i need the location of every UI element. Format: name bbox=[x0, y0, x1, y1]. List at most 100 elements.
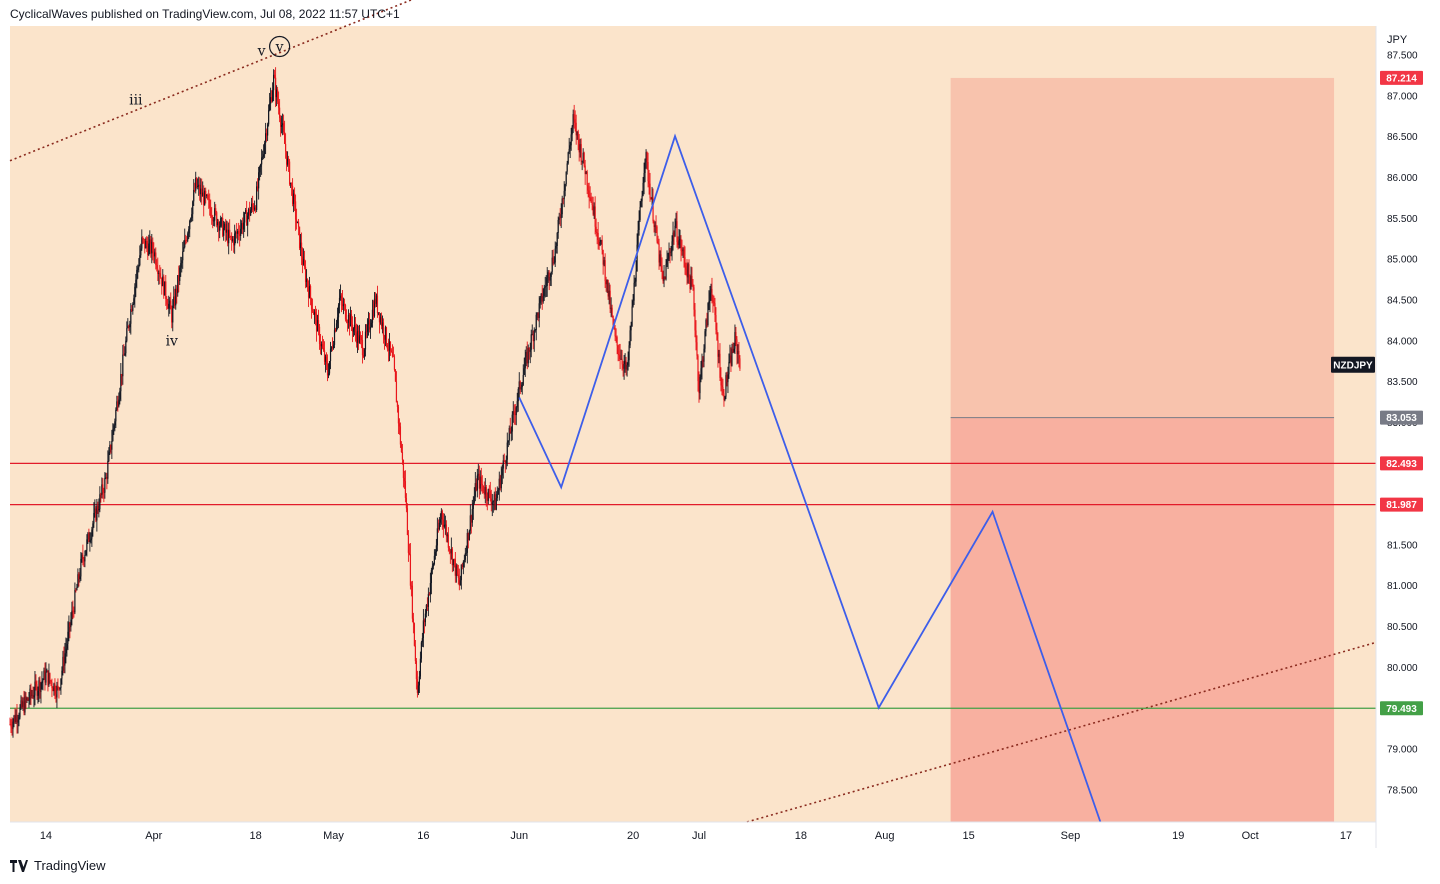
candle-body bbox=[146, 241, 148, 246]
level-price-label: 81.987 bbox=[1386, 500, 1417, 511]
candle-body bbox=[536, 313, 538, 315]
candle-body bbox=[98, 509, 100, 511]
candle-body bbox=[530, 334, 532, 350]
channel-lower-line[interactable] bbox=[746, 641, 1377, 823]
candle-body bbox=[720, 377, 722, 386]
candle-body bbox=[555, 245, 557, 249]
candle-body bbox=[38, 680, 40, 692]
candle-body bbox=[180, 263, 182, 268]
price-tick-label: 84.000 bbox=[1387, 336, 1418, 347]
candle-body bbox=[331, 346, 334, 349]
candle-body bbox=[413, 623, 416, 646]
candle-body bbox=[537, 313, 539, 318]
candle-body bbox=[643, 173, 645, 183]
candle-body bbox=[144, 239, 146, 249]
candle-body bbox=[509, 427, 511, 434]
candle-body bbox=[557, 219, 559, 233]
candle-body bbox=[611, 307, 613, 316]
candle-body bbox=[621, 358, 623, 365]
zone-top-price-label-bg bbox=[1380, 70, 1423, 85]
candle-body bbox=[79, 576, 81, 580]
candle-body bbox=[739, 358, 741, 369]
candle-body bbox=[678, 240, 680, 245]
candle-body bbox=[416, 679, 419, 693]
candle-body bbox=[712, 300, 714, 302]
candle-body bbox=[248, 208, 250, 216]
candle-body bbox=[131, 309, 133, 311]
channel-lines[interactable] bbox=[9, 0, 1377, 823]
horizontal-levels[interactable] bbox=[10, 462, 1376, 709]
channel-upper-line[interactable] bbox=[9, 0, 519, 162]
tradingview-footer[interactable]: TradingView bbox=[10, 858, 106, 873]
candle-body bbox=[87, 533, 89, 540]
candle-body bbox=[336, 317, 339, 324]
candle-body bbox=[120, 373, 122, 392]
candle-body bbox=[135, 279, 137, 287]
candle-body bbox=[97, 505, 99, 511]
time-tick-label: Apr bbox=[145, 830, 162, 842]
candle-body bbox=[69, 622, 71, 628]
candle-body bbox=[96, 505, 98, 521]
candle-body bbox=[129, 323, 131, 328]
candle-body bbox=[125, 340, 127, 354]
candle-body bbox=[562, 198, 564, 200]
candle-body bbox=[34, 681, 36, 696]
projection-path[interactable] bbox=[518, 133, 1102, 823]
candle-body bbox=[630, 325, 632, 331]
candle-body bbox=[157, 268, 159, 274]
candle-body bbox=[49, 673, 51, 681]
candle-body bbox=[556, 232, 558, 246]
candle-body bbox=[686, 269, 688, 278]
candle-body bbox=[423, 620, 425, 623]
candle-body bbox=[207, 195, 209, 199]
candle-body bbox=[357, 330, 360, 343]
candle-body bbox=[671, 241, 673, 252]
zone-upper[interactable] bbox=[950, 77, 1335, 418]
candle-body bbox=[188, 229, 190, 234]
candle-body bbox=[196, 177, 198, 188]
candle-body bbox=[239, 234, 241, 236]
candle-body bbox=[661, 265, 663, 272]
target-zone[interactable] bbox=[950, 77, 1335, 822]
candle-body bbox=[682, 249, 684, 251]
candle-body bbox=[358, 335, 361, 343]
candle-body bbox=[543, 287, 545, 297]
candle-body bbox=[210, 207, 212, 217]
candle-body bbox=[594, 206, 596, 227]
wave-label: v bbox=[275, 39, 284, 55]
level-price-label-bg bbox=[1380, 497, 1423, 512]
candle-body bbox=[60, 678, 62, 688]
candle-body bbox=[182, 251, 184, 261]
axes: JPY bbox=[10, 26, 1408, 848]
zone-lower[interactable] bbox=[950, 417, 1335, 822]
candle-body bbox=[115, 409, 117, 422]
candle-body bbox=[63, 656, 65, 666]
candle-body bbox=[179, 267, 181, 282]
candle-body bbox=[183, 247, 185, 252]
candle-body bbox=[575, 122, 577, 136]
candle-body bbox=[237, 230, 239, 234]
candle-body bbox=[92, 523, 94, 530]
candle-body bbox=[290, 182, 293, 186]
candle-body bbox=[213, 220, 215, 222]
candle-body bbox=[376, 295, 379, 313]
candle-body bbox=[393, 356, 396, 370]
candle-body bbox=[326, 363, 329, 376]
candle-body bbox=[294, 201, 297, 220]
projection-line[interactable] bbox=[518, 133, 1102, 823]
candle-body bbox=[573, 114, 575, 120]
candle-body bbox=[428, 593, 430, 595]
candle-body bbox=[638, 219, 640, 231]
candle-body bbox=[153, 251, 155, 257]
candle-body bbox=[622, 364, 624, 369]
candle-body bbox=[541, 293, 543, 302]
candle-body bbox=[551, 257, 553, 272]
candle-body bbox=[149, 239, 151, 244]
candle-body bbox=[121, 373, 123, 377]
candle-body bbox=[137, 267, 139, 270]
candle-body bbox=[368, 320, 371, 330]
candle-body bbox=[25, 696, 27, 701]
candle-body bbox=[212, 217, 214, 222]
candle-body bbox=[418, 676, 421, 686]
